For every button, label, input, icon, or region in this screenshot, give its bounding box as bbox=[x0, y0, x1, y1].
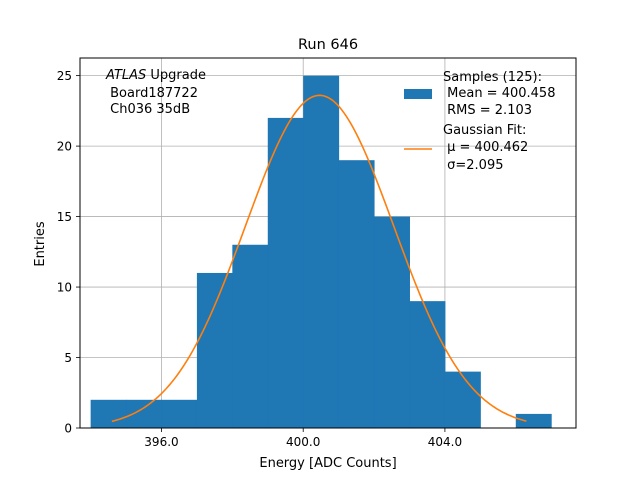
legend-samples-rms: RMS = 2.103 bbox=[443, 103, 532, 118]
y-axis-label: Entries bbox=[33, 221, 48, 267]
histogram-bar bbox=[196, 272, 233, 428]
y-tick-label: 20 bbox=[57, 140, 72, 154]
annotation-channel: Ch036 35dB bbox=[106, 102, 190, 117]
legend-samples-swatch bbox=[404, 89, 432, 99]
annotation-board: Board187722 bbox=[106, 86, 198, 101]
x-tick-label: 400.0 bbox=[286, 435, 320, 449]
histogram-bar bbox=[338, 160, 375, 428]
histogram-bar bbox=[232, 244, 269, 428]
gaussian-fit bbox=[111, 94, 527, 423]
axis-ticks: 396.0 400.0 404.0 0 5 10 15 20 25 bbox=[57, 69, 462, 449]
atlas-label: ATLAS bbox=[105, 68, 146, 83]
histogram-bar bbox=[409, 301, 446, 428]
legend-samples-label: Samples (125): bbox=[443, 70, 542, 85]
legend-fit-mu: μ = 400.462 bbox=[443, 140, 528, 155]
upgrade-label: Upgrade bbox=[146, 68, 206, 83]
histogram-bar bbox=[161, 399, 198, 428]
y-tick-label: 10 bbox=[57, 281, 72, 295]
x-tick-label: 396.0 bbox=[144, 435, 178, 449]
chart-title: Run 646 bbox=[298, 37, 358, 53]
y-tick-label: 15 bbox=[57, 210, 72, 224]
histogram-bars bbox=[90, 75, 552, 429]
y-tick-label: 5 bbox=[64, 351, 72, 365]
x-tick-label: 404.0 bbox=[428, 435, 462, 449]
annotation-line-1: ATLAS Upgrade bbox=[105, 68, 206, 83]
histogram-bar bbox=[303, 75, 340, 428]
y-tick-label: 0 bbox=[64, 422, 72, 436]
y-tick-label: 25 bbox=[57, 69, 72, 83]
histogram-bar bbox=[515, 413, 552, 428]
legend-fit-sigma: σ=2.095 bbox=[443, 158, 503, 173]
legend-fit-label: Gaussian Fit: bbox=[443, 123, 526, 138]
histogram-bar bbox=[444, 371, 481, 428]
legend-samples-mean: Mean = 400.458 bbox=[443, 86, 555, 101]
histogram-bar bbox=[374, 216, 410, 428]
atlas-annotation: ATLAS Upgrade Board187722 Ch036 35dB bbox=[105, 68, 206, 117]
legend: Samples (125): Mean = 400.458 RMS = 2.10… bbox=[404, 70, 555, 173]
x-axis-label: Energy [ADC Counts] bbox=[259, 456, 396, 471]
histogram-bar bbox=[267, 117, 304, 429]
fit-curve bbox=[111, 94, 527, 423]
histogram-bar bbox=[90, 399, 127, 428]
plot-area-frame bbox=[79, 57, 577, 429]
